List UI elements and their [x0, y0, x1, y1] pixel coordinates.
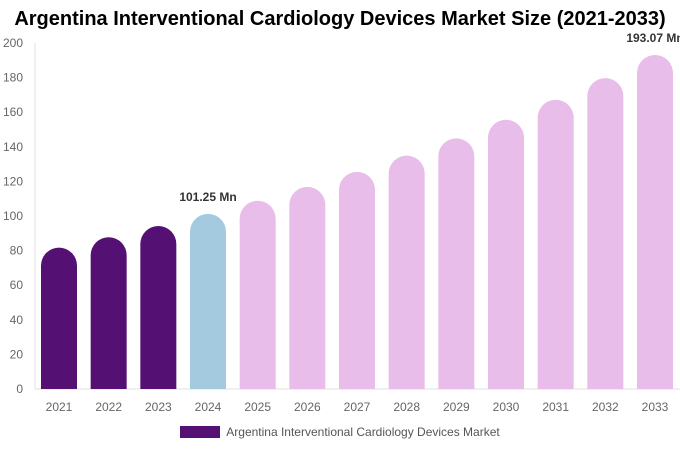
legend-swatch — [180, 426, 221, 438]
legend: Argentina Interventional Cardiology Devi… — [0, 425, 680, 439]
bar-2033 — [637, 54, 673, 390]
x-tick-label: 2022 — [95, 400, 122, 414]
y-tick-label: 140 — [3, 140, 23, 154]
y-tick-label: 20 — [10, 347, 24, 361]
x-tick-label: 2032 — [592, 400, 619, 414]
x-tick-label: 2025 — [244, 400, 271, 414]
x-tick-label: 2029 — [443, 400, 470, 414]
y-tick-label: 100 — [3, 209, 23, 223]
y-tick-label: 160 — [3, 105, 23, 119]
y-tick-label: 200 — [3, 36, 23, 50]
x-tick-label: 2031 — [542, 400, 569, 414]
legend-label: Argentina Interventional Cardiology Devi… — [226, 425, 500, 439]
x-tick-label: 2028 — [393, 400, 420, 414]
bar-2031 — [537, 99, 574, 389]
y-tick-label: 40 — [10, 313, 24, 327]
chart-title: Argentina Interventional Cardiology Devi… — [14, 8, 666, 30]
y-tick-label: 120 — [3, 174, 23, 188]
bar-2021 — [41, 247, 77, 389]
x-tick-label: 2030 — [493, 400, 520, 414]
y-tick-label: 180 — [3, 71, 23, 85]
x-tick-label: 2033 — [642, 400, 669, 414]
bar-2027 — [339, 171, 375, 389]
bar-2032 — [587, 78, 624, 389]
y-tick-label: 60 — [10, 278, 24, 292]
bar-2025 — [239, 200, 276, 389]
bar-2022 — [90, 237, 127, 389]
x-tick-label: 2021 — [46, 400, 73, 414]
bar-2024 — [190, 213, 226, 389]
bar-2023 — [140, 226, 177, 389]
bar-2028 — [388, 155, 425, 389]
data-label-2033: 193.07 Mn — [626, 31, 680, 45]
data-label-2024: 101.25 Mn — [179, 190, 236, 204]
y-tick-label: 80 — [10, 244, 24, 258]
x-tick-label: 2023 — [145, 400, 172, 414]
bar-2030 — [488, 119, 524, 389]
x-tick-label: 2024 — [195, 400, 222, 414]
x-tick-label: 2026 — [294, 400, 321, 414]
bar-2026 — [289, 186, 326, 389]
bar-2029 — [438, 138, 475, 389]
y-tick-label: 0 — [16, 382, 23, 396]
x-tick-label: 2027 — [344, 400, 371, 414]
